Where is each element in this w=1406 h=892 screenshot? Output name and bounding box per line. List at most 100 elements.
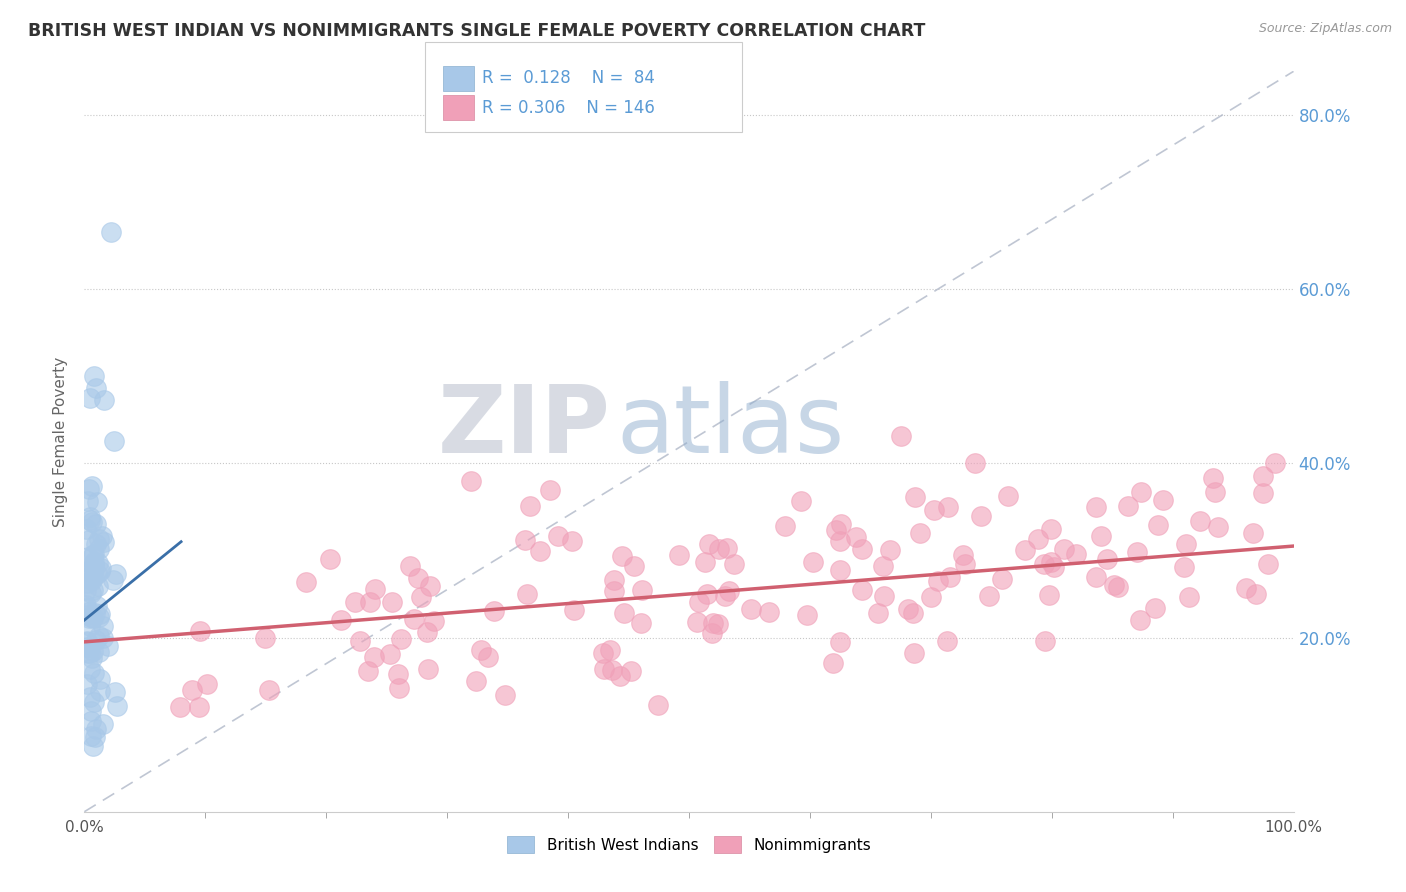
Point [494, 688, 516, 702]
Point [1040, 522, 1063, 536]
Point [195, 677, 218, 691]
Point [180, 682, 202, 697]
Point [378, 648, 401, 662]
Point [460, 474, 482, 488]
Point [963, 456, 986, 470]
Point [801, 555, 824, 569]
Point [416, 661, 439, 675]
Point [897, 601, 920, 615]
Point [879, 542, 901, 557]
Point [80, 573, 103, 587]
Point [1014, 543, 1036, 558]
Point [714, 590, 737, 604]
Point [83, 555, 105, 569]
Point [1102, 578, 1125, 592]
Point [1178, 590, 1201, 604]
Point [668, 548, 690, 562]
Point [830, 563, 852, 577]
Point [84, 723, 107, 737]
Point [997, 489, 1019, 503]
Point [592, 646, 614, 660]
Point [1042, 559, 1064, 574]
Point [83, 695, 105, 709]
Point [77, 605, 100, 619]
Point [406, 571, 429, 585]
Point [388, 681, 411, 695]
Point [936, 500, 959, 514]
Point [90, 529, 112, 543]
Point [529, 544, 551, 558]
Point [104, 685, 127, 699]
Point [740, 602, 762, 616]
Point [187, 700, 209, 714]
Legend: British West Indians, Nonimmigrants: British West Indians, Nonimmigrants [501, 830, 877, 860]
Point [76, 677, 98, 691]
Point [1039, 555, 1062, 569]
Point [295, 574, 318, 589]
Point [1234, 582, 1257, 596]
Point [77, 646, 100, 660]
Point [1107, 580, 1129, 594]
Point [80, 704, 103, 718]
Point [1244, 587, 1267, 601]
Point [80, 651, 103, 665]
Point [851, 542, 873, 557]
Point [75, 582, 97, 597]
Point [84, 632, 107, 647]
Point [1090, 529, 1112, 543]
Point [75, 598, 97, 612]
Point [821, 656, 844, 670]
Point [80, 585, 103, 599]
Point [1206, 520, 1229, 534]
Point [1241, 526, 1264, 541]
Point [828, 634, 851, 648]
Point [610, 549, 633, 564]
Point [1143, 601, 1166, 615]
Point [86, 380, 108, 394]
Point [717, 583, 740, 598]
Point [935, 634, 957, 648]
Point [89, 564, 111, 578]
Point [890, 429, 912, 443]
Point [89, 673, 111, 687]
Point [82, 611, 104, 625]
Point [79, 509, 101, 524]
Point [631, 583, 654, 598]
Point [387, 666, 409, 681]
Point [253, 631, 276, 645]
Point [953, 558, 976, 572]
Point [82, 739, 104, 753]
Point [79, 662, 101, 676]
Point [1026, 532, 1049, 546]
Text: R =  0.128    N =  84: R = 0.128 N = 84 [482, 70, 655, 87]
Point [82, 570, 104, 584]
Point [1173, 560, 1195, 574]
Point [1174, 537, 1197, 551]
Point [908, 525, 931, 540]
Point [1033, 557, 1056, 571]
Point [82, 582, 104, 597]
Point [1253, 485, 1275, 500]
Point [716, 541, 738, 555]
Point [647, 698, 669, 712]
Point [562, 603, 585, 617]
Point [87, 532, 110, 546]
Point [86, 566, 108, 581]
Point [79, 619, 101, 633]
Point [82, 559, 104, 574]
Point [1188, 514, 1211, 528]
Point [79, 646, 101, 660]
Point [84, 606, 107, 620]
Point [1264, 456, 1286, 470]
Point [1204, 484, 1226, 499]
Point [77, 549, 100, 564]
Point [620, 664, 643, 678]
Point [904, 491, 927, 505]
Point [969, 509, 991, 524]
Point [1085, 570, 1108, 584]
Point [901, 606, 924, 620]
Point [513, 533, 536, 547]
Point [979, 589, 1001, 603]
Point [91, 618, 114, 632]
Point [100, 226, 122, 240]
